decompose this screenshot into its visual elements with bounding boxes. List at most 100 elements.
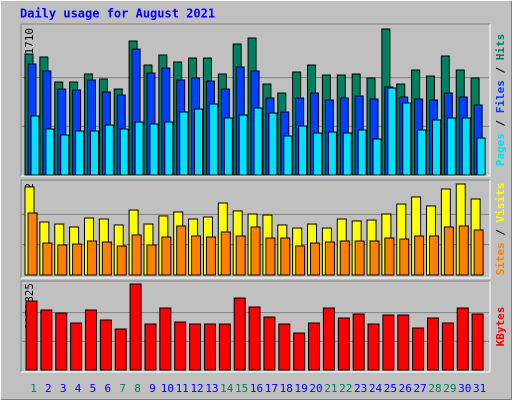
x-tick-label: 17	[265, 382, 278, 395]
x-tick-label: 22	[339, 382, 352, 395]
bar	[342, 132, 352, 176]
bar	[129, 283, 142, 371]
bar	[414, 235, 425, 276]
bar	[293, 332, 306, 371]
panel-frame	[21, 281, 491, 373]
bar	[144, 323, 157, 371]
bar	[101, 241, 112, 276]
bar	[367, 323, 380, 371]
x-tick-label: 30	[458, 382, 471, 395]
bar	[134, 121, 144, 176]
bar	[223, 117, 233, 176]
x-tick-label: 16	[250, 382, 263, 395]
bar	[75, 130, 85, 176]
bar	[45, 128, 55, 176]
bar	[55, 312, 68, 371]
bar	[456, 307, 469, 371]
bar	[268, 112, 278, 176]
bar	[397, 314, 410, 371]
bar	[458, 225, 469, 276]
x-tick-label: 11	[176, 382, 189, 395]
bar	[250, 226, 261, 276]
panel-frame	[20, 23, 490, 176]
x-tick-label: 3	[60, 382, 67, 395]
bar	[431, 119, 441, 176]
bar	[446, 117, 456, 176]
bar	[176, 225, 187, 276]
x-tick-label: 7	[119, 382, 126, 395]
bar	[324, 241, 335, 276]
bar	[238, 114, 248, 176]
x-tick-label: 15	[235, 382, 248, 395]
bar	[146, 244, 157, 276]
x-tick-label: 21	[324, 382, 337, 395]
x-tick-label: 20	[309, 382, 322, 395]
bar	[372, 138, 382, 176]
legend-entry: Files	[494, 80, 507, 113]
x-tick-label: 24	[369, 382, 383, 395]
bar	[357, 129, 367, 176]
bar	[461, 117, 471, 176]
bar	[99, 319, 112, 371]
bar	[161, 236, 172, 276]
bar	[412, 327, 425, 371]
bar	[473, 229, 484, 276]
bar	[191, 235, 202, 276]
x-tick-label: 13	[205, 382, 218, 395]
bar	[220, 231, 231, 276]
x-tick-label: 9	[149, 382, 156, 395]
bar	[263, 316, 276, 371]
bar	[116, 245, 127, 276]
bar	[313, 132, 323, 176]
bar	[86, 240, 97, 276]
panel-frame	[20, 280, 490, 372]
bar	[278, 323, 291, 371]
bar	[295, 245, 306, 276]
bar	[27, 212, 38, 276]
bar	[280, 237, 291, 276]
x-tick-label: 12	[190, 382, 203, 395]
bar	[369, 240, 380, 276]
bar	[235, 235, 246, 276]
series-legend: Sites / Visits	[494, 183, 507, 276]
x-tick-label: 4	[75, 382, 82, 395]
bar	[42, 242, 53, 276]
x-tick-label: 26	[399, 382, 412, 395]
legend-entry: Pages	[494, 133, 507, 166]
bar	[426, 317, 439, 371]
legend-separator: /	[494, 60, 507, 80]
bar	[194, 108, 204, 176]
panel-frame	[21, 24, 491, 177]
legend-separator: /	[494, 222, 507, 242]
series-legend: Pages / Files / Hits	[494, 34, 507, 167]
bar	[179, 111, 189, 176]
bar	[476, 137, 486, 176]
x-tick-label: 2	[45, 382, 52, 395]
bar	[265, 237, 276, 276]
bar	[428, 235, 439, 276]
bar	[384, 237, 395, 276]
bar	[57, 244, 68, 276]
x-tick-label: 19	[295, 382, 308, 395]
bar	[40, 309, 53, 371]
bar	[471, 313, 484, 371]
panel-frame	[20, 179, 490, 278]
bar	[174, 321, 187, 371]
bar	[25, 300, 38, 371]
x-tick-label: 5	[90, 382, 97, 395]
bar	[308, 322, 321, 371]
bar	[30, 115, 40, 176]
bar	[310, 242, 321, 276]
bar	[327, 131, 337, 176]
x-tick-label: 18	[280, 382, 293, 395]
bar	[119, 128, 129, 176]
legend-entry: Hits	[494, 34, 507, 61]
bar	[233, 297, 246, 371]
legend-entry: Visits	[494, 183, 507, 223]
x-tick-label: 29	[443, 382, 456, 395]
bar	[189, 323, 202, 371]
bar	[387, 87, 397, 176]
x-tick-label: 1	[30, 382, 37, 395]
x-tick-label: 25	[384, 382, 397, 395]
